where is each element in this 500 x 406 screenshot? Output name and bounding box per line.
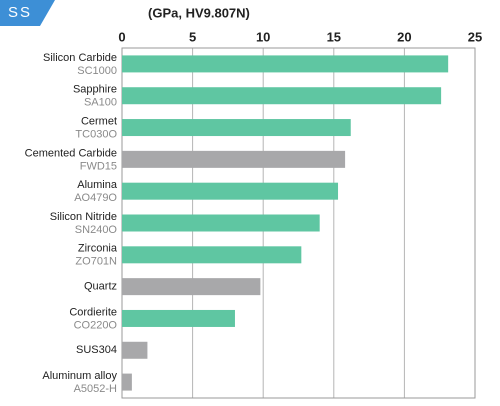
- category-label: Quartz: [84, 281, 117, 293]
- category-label: Alumina: [77, 179, 118, 191]
- grade-label: SC1000: [77, 65, 117, 77]
- x-tick-label: 15: [327, 29, 341, 44]
- bar: [122, 278, 261, 296]
- bar: [122, 214, 320, 232]
- bar: [122, 119, 351, 137]
- tab-label: SS: [8, 4, 32, 21]
- category-label: Cermet: [81, 115, 117, 127]
- bar: [122, 182, 339, 200]
- category-label: SUS304: [76, 344, 117, 356]
- bar: [122, 246, 302, 264]
- category-label: Silicon Carbide: [43, 52, 117, 64]
- category-label: Aluminum alloy: [42, 370, 117, 382]
- category-label: Cordierite: [69, 306, 117, 318]
- bar: [122, 87, 442, 105]
- bar: [122, 150, 346, 168]
- section-tab: [0, 0, 55, 26]
- x-tick-label: 5: [189, 29, 196, 44]
- x-tick-label: 20: [397, 29, 411, 44]
- bar: [122, 341, 148, 359]
- grade-label: CO220O: [74, 319, 118, 331]
- grade-label: ZO701N: [75, 256, 117, 268]
- category-label: Zirconia: [78, 243, 118, 255]
- grade-label: SA100: [84, 97, 117, 109]
- x-tick-label: 0: [118, 29, 125, 44]
- category-label: Sapphire: [73, 84, 117, 96]
- grade-label: SN240O: [75, 224, 118, 236]
- category-label: Cemented Carbide: [25, 147, 117, 159]
- x-tick-label: 10: [256, 29, 270, 44]
- bar: [122, 309, 235, 327]
- grade-label: TC030O: [75, 128, 117, 140]
- axis-title: (GPa, HV9.807N): [148, 5, 250, 20]
- grade-label: A5052-H: [74, 383, 117, 395]
- category-label: Silicon Nitride: [50, 211, 117, 223]
- bar: [122, 373, 132, 391]
- grade-label: FWD15: [80, 160, 117, 172]
- bar: [122, 55, 449, 73]
- grade-label: AO479O: [74, 192, 117, 204]
- x-tick-label: 25: [468, 29, 482, 44]
